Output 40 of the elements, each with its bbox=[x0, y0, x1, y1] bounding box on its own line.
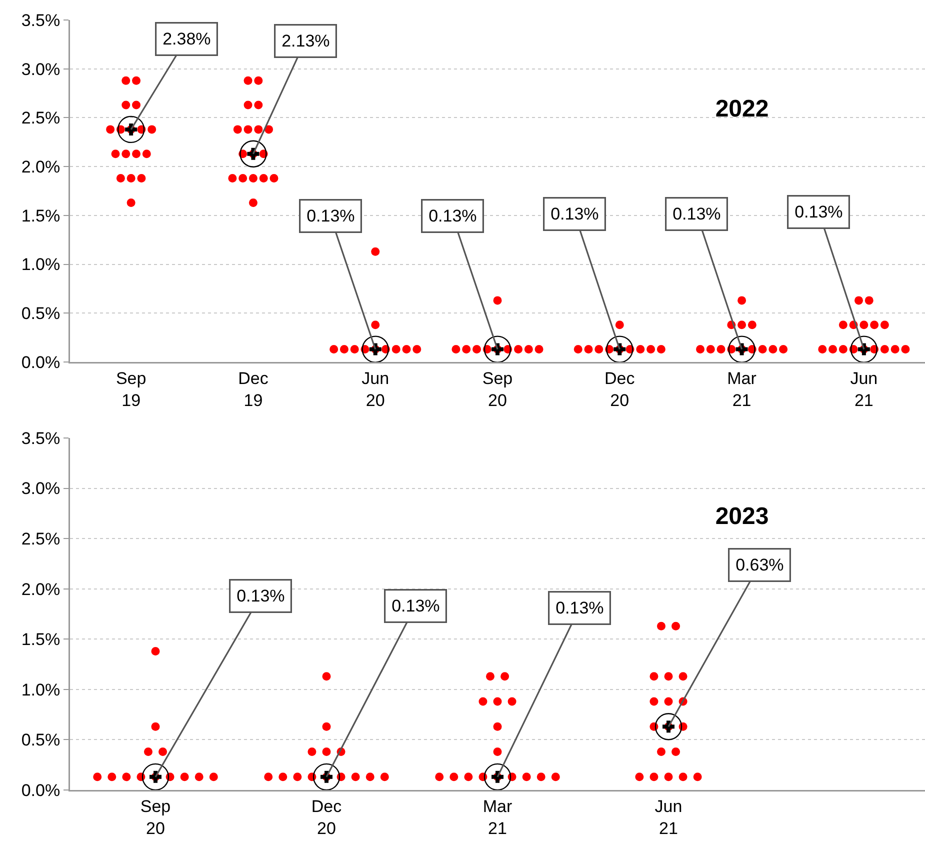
y-tick-label: 3.0% bbox=[21, 60, 60, 79]
y-tick-label: 1.0% bbox=[21, 255, 60, 274]
x-tick-label: Mar 21 bbox=[482, 796, 512, 838]
y-tick-label: 3.0% bbox=[21, 479, 60, 498]
annotation: 0.13% bbox=[672, 204, 721, 224]
y-tick-label: 0.0% bbox=[21, 352, 60, 372]
text: 2022 bbox=[715, 95, 769, 122]
x-tick-label: Dec 19 bbox=[238, 368, 269, 410]
x-tick-label: Jun 20 bbox=[362, 368, 390, 410]
y-tick-label: 1.5% bbox=[21, 630, 60, 650]
annotation: 0.13% bbox=[392, 596, 440, 616]
text: 2023 bbox=[715, 502, 769, 530]
y-tick-label: 2.0% bbox=[21, 158, 60, 177]
x-tick-label: Sep 20 bbox=[482, 368, 513, 410]
annotation: 0.13% bbox=[794, 202, 843, 222]
y-tick-label: 1.5% bbox=[21, 206, 60, 226]
annotation: 0.13% bbox=[550, 204, 599, 224]
y-tick-label: 1.0% bbox=[21, 680, 60, 700]
x-tick-label: Mar 21 bbox=[727, 368, 757, 410]
x-tick-label: Sep 20 bbox=[140, 796, 171, 838]
annotation: 0.13% bbox=[428, 206, 477, 226]
x-tick-label: Sep 19 bbox=[116, 368, 146, 410]
y-tick-label: 0.5% bbox=[21, 730, 60, 750]
y-tick-label: 0.5% bbox=[21, 304, 60, 324]
annotation: 0.13% bbox=[236, 586, 285, 606]
annotation: 2.13% bbox=[282, 32, 330, 51]
annotation: 2.38% bbox=[162, 30, 211, 49]
y-tick-label: 2.5% bbox=[21, 530, 60, 549]
x-tick-label: Jun 21 bbox=[654, 796, 682, 838]
x-tick-label: Dec 20 bbox=[311, 796, 342, 838]
y-tick-label: 2.5% bbox=[21, 108, 60, 128]
y-tick-label: 3.5% bbox=[21, 428, 60, 448]
y-tick-label: 2.0% bbox=[21, 580, 60, 599]
annotation: 0.13% bbox=[556, 598, 604, 618]
x-tick-label: Jun 21 bbox=[850, 368, 878, 410]
x-tick-label: Dec 20 bbox=[604, 368, 636, 410]
annotation: 0.13% bbox=[306, 206, 355, 226]
annotation: 0.63% bbox=[736, 556, 784, 575]
y-tick-label: 3.5% bbox=[21, 10, 60, 30]
y-tick-label: 0.0% bbox=[21, 780, 60, 800]
